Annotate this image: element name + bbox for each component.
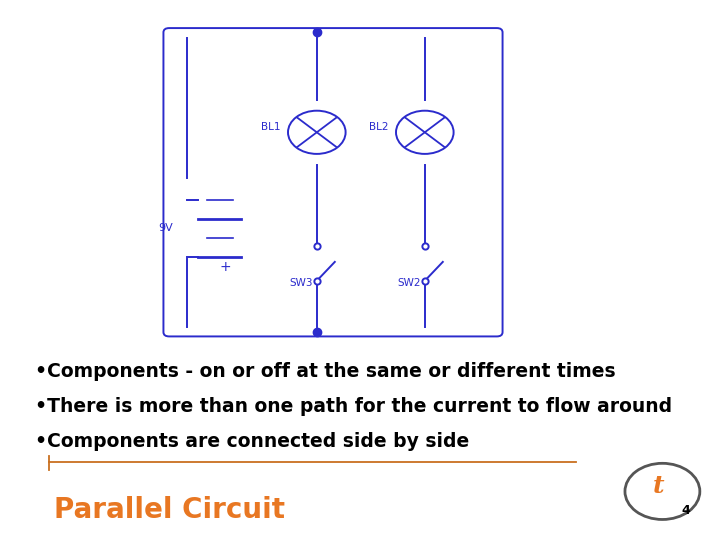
Text: •There is more than one path for the current to flow around: •There is more than one path for the cur… bbox=[35, 397, 672, 416]
Text: +: + bbox=[220, 260, 231, 274]
Text: 4: 4 bbox=[682, 504, 690, 517]
Text: SW2: SW2 bbox=[397, 278, 421, 288]
Text: •Components are connected side by side: •Components are connected side by side bbox=[35, 432, 469, 451]
Text: BL2: BL2 bbox=[369, 122, 389, 132]
Text: SW3: SW3 bbox=[289, 278, 313, 288]
Text: BL1: BL1 bbox=[261, 122, 281, 132]
Text: 9V: 9V bbox=[158, 223, 173, 233]
Text: Parallel Circuit: Parallel Circuit bbox=[54, 496, 285, 524]
Text: •Components - on or off at the same or different times: •Components - on or off at the same or d… bbox=[35, 362, 615, 381]
Text: t: t bbox=[653, 474, 665, 498]
